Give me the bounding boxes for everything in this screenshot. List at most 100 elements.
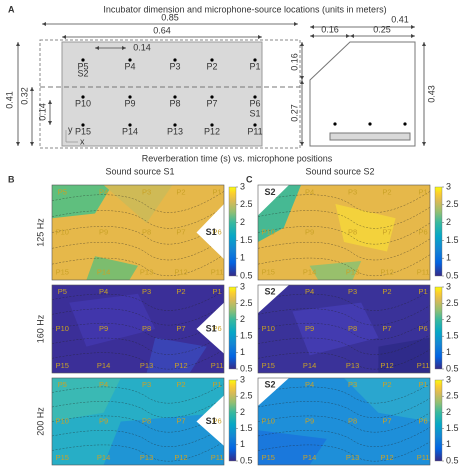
contour-panel: P5 P4 P3 P2 P1 P10 P9 P8 P7 P6 P15 P14 P13 P12 P11 S1 <box>51 284 225 374</box>
dim-label: 0.16 <box>321 24 339 34</box>
mic-label: P6 <box>213 324 222 333</box>
outer-box <box>39 39 301 149</box>
mic-label: P12 <box>174 453 187 462</box>
mic-label: P7 <box>176 416 185 425</box>
shelf <box>329 132 411 141</box>
colorbar-tick-label: 2.5 <box>446 199 459 209</box>
mic-label: P10 <box>262 324 275 333</box>
dim-label: 0.32 <box>19 87 29 105</box>
mic-label: P11 <box>417 361 430 370</box>
mic-label: P10 <box>56 227 69 236</box>
colorbar-tick-label: 0.5 <box>446 455 459 465</box>
contour-line <box>257 238 431 261</box>
colorbar-tick-label: 1 <box>446 439 451 449</box>
mic-dot <box>210 95 214 99</box>
mic-label: P15 <box>262 453 275 462</box>
panel-title: Incubator dimension and microphone-sourc… <box>103 4 386 14</box>
mic-dot <box>210 58 214 62</box>
mic-label: P7 <box>382 324 391 333</box>
panel-frame <box>51 377 225 466</box>
mic-label: P9 <box>99 416 108 425</box>
panel-frame <box>257 184 431 281</box>
mic-label: P7 <box>206 98 217 108</box>
source-label: S2 <box>77 68 88 78</box>
colorbar-tick-label: 3 <box>240 281 245 291</box>
mic-label: P10 <box>56 324 69 333</box>
colorbar-tick-label: 0.5 <box>240 363 253 373</box>
dim-label: 0.41 <box>391 14 409 24</box>
mic-label: P12 <box>380 267 393 276</box>
colorbar <box>228 286 237 370</box>
source-notch <box>196 395 224 446</box>
source-label: S1 <box>249 108 260 118</box>
mic-dot <box>173 95 177 99</box>
dim-label: 0.41 <box>4 91 14 109</box>
colorbar-tick-label: 0.5 <box>446 270 459 280</box>
colorbar-tick-label: 2 <box>240 314 245 324</box>
mic-label: P5 <box>58 287 67 296</box>
mic-label: P8 <box>142 324 151 333</box>
contour-line <box>257 412 431 433</box>
colorbar-tick-label: 2.5 <box>446 298 459 308</box>
dim-label: 0.27 <box>289 104 299 122</box>
row-label: 160 Hz <box>35 314 45 343</box>
mic-label: P11 <box>211 361 224 370</box>
contour-patch <box>52 378 121 422</box>
source-notch <box>258 378 289 406</box>
contour-line <box>51 238 225 261</box>
mic-dot <box>253 58 257 62</box>
contour-line <box>51 398 225 418</box>
mic-dot <box>333 122 337 126</box>
contour-line <box>257 305 431 326</box>
contour-patch <box>146 337 207 373</box>
mic-label: P2 <box>176 287 185 296</box>
contour-panel: P4 P3 P2 P1 P10 P9 P8 P7 P6 P15 P14 P13 P12 P11 S2 <box>257 377 431 466</box>
mic-label: P3 <box>142 287 151 296</box>
mic-label: P14 <box>303 453 316 462</box>
mic-label: P15 <box>56 267 69 276</box>
source-label: S1 <box>206 323 217 333</box>
mic-label: P1 <box>419 287 428 296</box>
contour-line <box>257 349 431 370</box>
mic-dot <box>368 122 372 126</box>
mic-label: P12 <box>204 126 220 136</box>
mic-dot <box>81 95 85 99</box>
dim-label: 0.43 <box>426 85 436 103</box>
source-label: S2 <box>265 286 276 296</box>
mic-label: P8 <box>169 98 180 108</box>
mic-dot <box>253 95 257 99</box>
mic-label: P4 <box>305 287 314 296</box>
colorbar-tick-label: 2 <box>446 314 451 324</box>
contour-line <box>51 349 225 370</box>
contour-patch <box>103 412 224 465</box>
colorbar-tick-label: 2 <box>240 407 245 417</box>
mic-label: P4 <box>305 188 314 197</box>
mic-label: P4 <box>99 188 108 197</box>
mic-dot <box>173 123 177 127</box>
mic-label: P9 <box>99 324 108 333</box>
colorbar <box>228 379 237 462</box>
colorbar-tick-label: 3 <box>446 374 451 384</box>
contour-patch <box>258 430 327 465</box>
mic-label: P5 <box>77 61 88 71</box>
mic-label: P13 <box>346 453 359 462</box>
mic-label: P11 <box>417 453 430 462</box>
mic-dot <box>128 95 132 99</box>
mic-label: P2 <box>382 188 391 197</box>
mic-dot <box>128 58 132 62</box>
mic-label: P12 <box>174 361 187 370</box>
mic-label: P6 <box>419 227 428 236</box>
colorbar-tick-label: 2.5 <box>240 199 253 209</box>
colorbar-tick-label: 1.5 <box>240 235 253 245</box>
dim-label: 0.14 <box>133 42 151 52</box>
mic-label: P4 <box>124 61 135 71</box>
mic-label: P13 <box>140 453 153 462</box>
mic-label: P1 <box>419 380 428 389</box>
mic-label: P14 <box>97 361 110 370</box>
panel-frame <box>257 377 431 466</box>
colorbar-tick-label: 1 <box>240 439 245 449</box>
panel-label: A <box>8 4 15 14</box>
mic-label: P1 <box>249 61 260 71</box>
mic-label: P3 <box>348 188 357 197</box>
colorbar-tick-label: 2.5 <box>240 298 253 308</box>
